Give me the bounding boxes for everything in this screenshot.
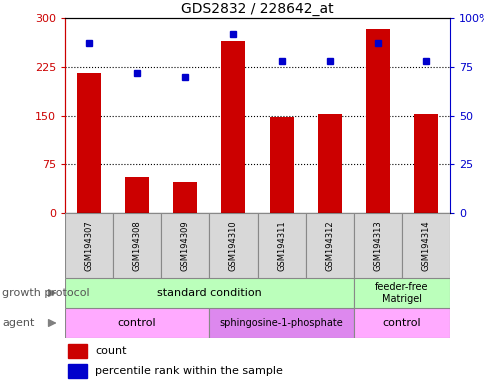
Bar xyxy=(65,308,209,338)
Text: agent: agent xyxy=(2,318,35,328)
Bar xyxy=(65,278,353,308)
Bar xyxy=(317,114,341,213)
Text: GSM194309: GSM194309 xyxy=(181,220,189,271)
Bar xyxy=(68,344,87,358)
Text: standard condition: standard condition xyxy=(157,288,261,298)
Text: GSM194308: GSM194308 xyxy=(133,220,141,271)
Bar xyxy=(209,308,353,338)
Text: GSM194307: GSM194307 xyxy=(84,220,93,271)
Bar xyxy=(65,213,113,278)
Bar xyxy=(401,213,449,278)
Bar xyxy=(113,213,161,278)
Bar xyxy=(173,182,197,213)
Bar xyxy=(209,213,257,278)
Text: control: control xyxy=(118,318,156,328)
Text: growth protocol: growth protocol xyxy=(2,288,90,298)
Bar xyxy=(365,29,389,213)
Title: GDS2832 / 228642_at: GDS2832 / 228642_at xyxy=(181,2,333,16)
Text: count: count xyxy=(95,346,126,356)
Text: GSM194314: GSM194314 xyxy=(421,220,430,271)
Bar xyxy=(269,118,293,213)
Text: GSM194313: GSM194313 xyxy=(373,220,381,271)
Bar xyxy=(77,73,101,213)
Text: feeder-free
Matrigel: feeder-free Matrigel xyxy=(374,282,428,304)
Text: GSM194310: GSM194310 xyxy=(228,220,238,271)
Bar xyxy=(353,213,401,278)
Bar xyxy=(68,364,87,378)
Bar xyxy=(221,41,245,213)
Bar xyxy=(413,114,437,213)
Text: sphingosine-1-phosphate: sphingosine-1-phosphate xyxy=(219,318,343,328)
Bar xyxy=(353,308,449,338)
Bar xyxy=(125,177,149,213)
Bar xyxy=(257,213,305,278)
Bar xyxy=(353,278,449,308)
Text: percentile rank within the sample: percentile rank within the sample xyxy=(95,366,283,376)
Text: control: control xyxy=(382,318,420,328)
Bar xyxy=(305,213,353,278)
Text: GSM194312: GSM194312 xyxy=(324,220,333,271)
Bar xyxy=(161,213,209,278)
Text: GSM194311: GSM194311 xyxy=(276,220,286,271)
